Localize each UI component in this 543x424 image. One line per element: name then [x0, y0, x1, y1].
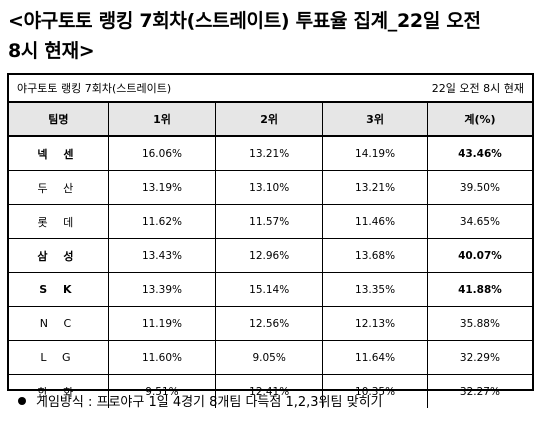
total-rate: 32.27% [426, 374, 532, 408]
rank-1-rate: 13.43% [107, 238, 217, 273]
team-name: 두 산 [9, 170, 109, 205]
rank-2-rate: 11.57% [215, 204, 324, 239]
total-rate: 32.29% [426, 340, 532, 375]
table-row: 롯 데 11.62% 11.57% 11.46% 34.65% [9, 204, 532, 239]
header-total: 계(%) [426, 101, 532, 137]
rank-1-rate: 13.19% [107, 170, 217, 205]
rank-1-rate: 13.39% [107, 272, 217, 307]
table-row: 두 산 13.19% 13.10% 13.21% 39.50% [9, 170, 532, 205]
table: 야구토토 랭킹 7회차(스트레이트) 22일 오전 8시 현재 팀명 1위 2위… [9, 75, 532, 408]
table-caption-row: 야구토토 랭킹 7회차(스트레이트) 22일 오전 8시 현재 [9, 75, 532, 103]
total-rate: 35.88% [426, 306, 532, 341]
vote-rate-table: 야구토토 랭킹 7회차(스트레이트) 22일 오전 8시 현재 팀명 1위 2위… [7, 73, 534, 408]
rank-2-rate: 13.10% [215, 170, 324, 205]
team-name: N C [9, 306, 109, 341]
rank-1-rate: 11.19% [107, 306, 217, 341]
table-caption-timestamp: 22일 오전 8시 현재 [322, 75, 532, 103]
team-name: L G [9, 340, 109, 375]
table-row: 삼 성 13.43% 12.96% 13.68% 40.07% [9, 238, 532, 273]
table-row: 한 화 9.51% 12.41% 10.35% 32.27% [9, 374, 532, 408]
table-row: L G 11.60% 9.05% 11.64% 32.29% [9, 340, 532, 375]
rank-2-rate: 9.05% [215, 340, 324, 375]
headline: <야구토토 랭킹 7회차(스트레이트) 투표율 집계_22일 오전 8시 현재> [8, 6, 538, 66]
rank-1-rate: 11.62% [107, 204, 217, 239]
header-team: 팀명 [9, 101, 109, 137]
headline-line-2: 8시 현재> [8, 40, 95, 62]
total-rate: 34.65% [426, 204, 532, 239]
team-name: 삼 성 [9, 238, 109, 273]
footnote: 게임방식 : 프로야구 1일 4경기 8개팀 다득점 1,2,3위팀 맞히기 [18, 393, 383, 413]
table-row: S K 13.39% 15.14% 13.35% 41.88% [9, 272, 532, 307]
rank-1-rate: 16.06% [107, 135, 217, 171]
rank-3-rate: 14.19% [322, 135, 428, 171]
header-rank-1: 1위 [107, 101, 217, 137]
table-caption-title: 야구토토 랭킹 7회차(스트레이트) [9, 75, 323, 103]
total-rate: 40.07% [426, 238, 532, 273]
rank-3-rate: 11.46% [322, 204, 428, 239]
header-rank-3: 3위 [322, 101, 428, 137]
rank-3-rate: 12.13% [322, 306, 428, 341]
rank-2-rate: 15.14% [215, 272, 324, 307]
rank-3-rate: 13.21% [322, 170, 428, 205]
rank-1-rate: 11.60% [107, 340, 217, 375]
headline-line-1: <야구토토 랭킹 7회차(스트레이트) 투표율 집계_22일 오전 [8, 10, 481, 32]
table-header-row: 팀명 1위 2위 3위 계(%) [9, 101, 532, 137]
team-name: 한 화 [9, 374, 109, 408]
team-name: S K [9, 272, 109, 307]
total-rate: 41.88% [426, 272, 532, 307]
total-rate: 39.50% [426, 170, 532, 205]
rank-1-rate: 9.51% [107, 374, 217, 408]
team-name: 롯 데 [9, 204, 109, 239]
rank-2-rate: 12.96% [215, 238, 324, 273]
rank-3-rate: 13.35% [322, 272, 428, 307]
table-row: N C 11.19% 12.56% 12.13% 35.88% [9, 306, 532, 341]
rank-2-rate: 12.56% [215, 306, 324, 341]
total-rate: 43.46% [426, 135, 532, 171]
bullet-icon [18, 397, 26, 405]
rank-2-rate: 13.21% [215, 135, 324, 171]
rank-2-rate: 12.41% [215, 374, 324, 408]
rank-3-rate: 13.68% [322, 238, 428, 273]
rank-3-rate: 11.64% [322, 340, 428, 375]
rank-3-rate: 10.35% [322, 374, 428, 408]
table-row: 넥 센 16.06% 13.21% 14.19% 43.46% [9, 135, 532, 171]
footnote-text: 게임방식 : 프로야구 1일 4경기 8개팀 다득점 1,2,3위팀 맞히기 [36, 395, 383, 410]
header-rank-2: 2위 [215, 101, 324, 137]
team-name: 넥 센 [9, 135, 109, 171]
